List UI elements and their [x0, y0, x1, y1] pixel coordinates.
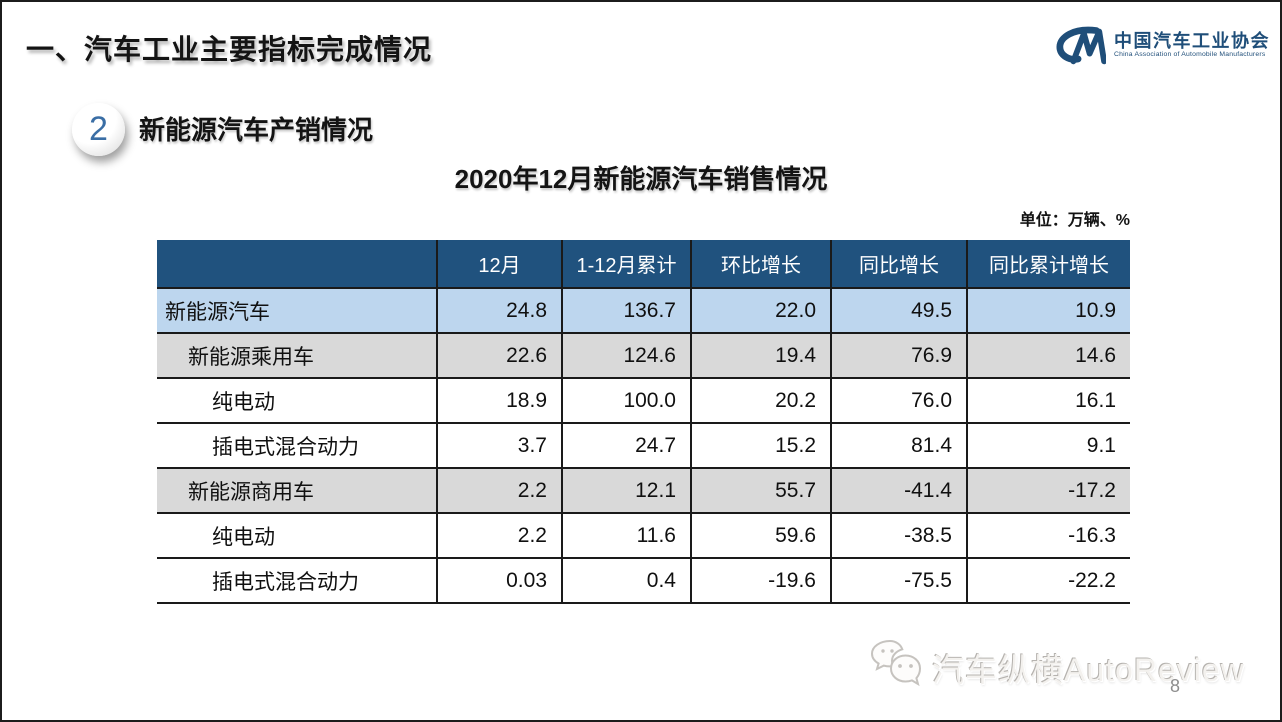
cam-logo: 中国汽车工业协会 China Association of Automobile… [1056, 24, 1270, 66]
cell: 24.8 [437, 288, 563, 334]
table-row-nev-commercial: 新能源商用车 2.2 12.1 55.7 -41.4 -17.2 [157, 468, 1130, 514]
cell: 124.6 [562, 333, 692, 379]
column-header-ytd: 1-12月累计 [562, 240, 692, 289]
table-row-nev-passenger: 新能源乘用车 22.6 124.6 19.4 76.9 14.6 [157, 333, 1130, 379]
row-label: 纯电动 [157, 513, 438, 559]
table-header-row: 12月 1-12月累计 环比增长 同比增长 同比累计增长 [157, 240, 1130, 289]
cell: 76.0 [831, 378, 968, 424]
cell: 100.0 [562, 378, 692, 424]
cell: 3.7 [437, 423, 563, 469]
cell: 12.1 [562, 468, 692, 514]
row-label: 插电式混合动力 [157, 423, 438, 469]
page-title: 一、汽车工业主要指标完成情况 [26, 34, 433, 65]
cam-logo-name-cn: 中国汽车工业协会 [1114, 30, 1270, 51]
cell: 20.2 [691, 378, 832, 424]
cell: -22.2 [967, 558, 1130, 604]
cell: -41.4 [831, 468, 968, 514]
cell: -19.6 [691, 558, 832, 604]
cell: 19.4 [691, 333, 832, 379]
cell: 10.9 [967, 288, 1130, 334]
cell: 14.6 [967, 333, 1130, 379]
nev-sales-table: 12月 1-12月累计 环比增长 同比增长 同比累计增长 新能源汽车 24.8 … [157, 240, 1130, 604]
column-header-december: 12月 [437, 240, 563, 289]
cell: 0.03 [437, 558, 563, 604]
cell: 2.2 [437, 513, 563, 559]
cell: -38.5 [831, 513, 968, 559]
unit-note: 单位：万辆、% [1019, 212, 1130, 229]
cell: 16.1 [967, 378, 1130, 424]
cell: 49.5 [831, 288, 968, 334]
cell: 24.7 [562, 423, 692, 469]
cell: 18.9 [437, 378, 563, 424]
watermark-text: 汽车纵横AutoReview [932, 651, 1245, 688]
cell: 15.2 [691, 423, 832, 469]
cell: 0.4 [562, 558, 692, 604]
cell: 22.0 [691, 288, 832, 334]
cell: 9.1 [967, 423, 1130, 469]
cell: 11.6 [562, 513, 692, 559]
cell: -17.2 [967, 468, 1130, 514]
wechat-icon [866, 638, 926, 697]
watermark: 汽车纵横AutoReview [866, 638, 1245, 697]
cell: -75.5 [831, 558, 968, 604]
row-label: 新能源汽车 [157, 288, 438, 334]
row-label: 插电式混合动力 [157, 558, 438, 604]
cam-logo-icon [1056, 24, 1106, 66]
table-row-commercial-bev: 纯电动 2.2 11.6 59.6 -38.5 -16.3 [157, 513, 1130, 559]
row-label: 新能源乘用车 [157, 333, 438, 379]
cam-logo-text: 中国汽车工业协会 China Association of Automobile… [1114, 31, 1270, 60]
cell: 76.9 [831, 333, 968, 379]
table-row-commercial-phev: 插电式混合动力 0.03 0.4 -19.6 -75.5 -22.2 [157, 558, 1130, 604]
table-row-passenger-phev: 插电式混合动力 3.7 24.7 15.2 81.4 9.1 [157, 423, 1130, 469]
cell: 22.6 [437, 333, 563, 379]
column-header-yoy-cum-growth: 同比累计增长 [967, 240, 1130, 289]
page-number: 8 [1170, 676, 1181, 696]
section-heading: 新能源汽车产销情况 [139, 115, 374, 145]
table-row-passenger-bev: 纯电动 18.9 100.0 20.2 76.0 16.1 [157, 378, 1130, 424]
table-row-nev-total: 新能源汽车 24.8 136.7 22.0 49.5 10.9 [157, 288, 1130, 334]
column-header-mom-growth: 环比增长 [691, 240, 832, 289]
cell: 2.2 [437, 468, 563, 514]
section-number-badge: 2 [72, 103, 125, 156]
cell: 59.6 [691, 513, 832, 559]
column-header-label [157, 240, 438, 289]
cell: -16.3 [967, 513, 1130, 559]
cell: 136.7 [562, 288, 692, 334]
column-header-yoy-growth: 同比增长 [831, 240, 968, 289]
row-label: 新能源商用车 [157, 468, 438, 514]
table-title: 2020年12月新能源汽车销售情况 [454, 164, 828, 194]
cell: 81.4 [831, 423, 968, 469]
cell: 55.7 [691, 468, 832, 514]
row-label: 纯电动 [157, 378, 438, 424]
cam-logo-name-en: China Association of Automobile Manufact… [1114, 51, 1266, 59]
